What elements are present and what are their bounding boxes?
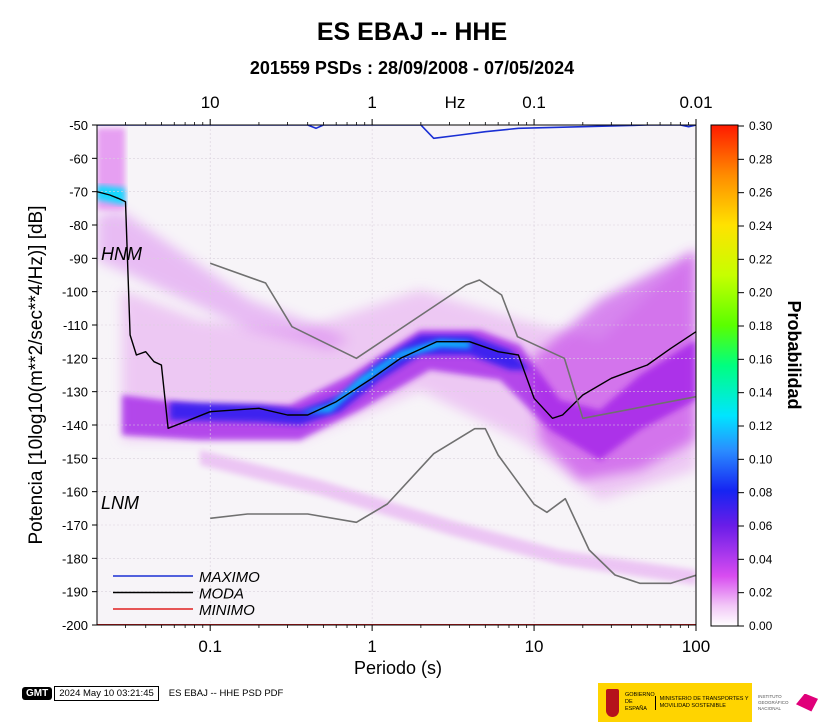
density-lower-arm — [200, 450, 696, 585]
colorbar-label: Probabilidad — [784, 300, 804, 409]
top-axis-unit: Hz — [445, 93, 466, 112]
colorbar-tick-label: 0.28 — [749, 152, 773, 166]
series-line-maximo — [97, 125, 696, 140]
colorbar-tick-label: 0.12 — [749, 419, 773, 433]
colorbar-tick-label: 0.24 — [749, 219, 773, 233]
x-tick-label: 10 — [525, 637, 544, 656]
density-core-blue — [170, 335, 530, 425]
y-tick-label: -60 — [69, 151, 88, 166]
y-tick-label: -160 — [62, 485, 88, 500]
series-layer — [97, 125, 696, 625]
colorbar-tick-label: 0.26 — [749, 186, 773, 200]
colorbar-tick-label: 0.06 — [749, 519, 773, 533]
colorbar-tick-label: 0.04 — [749, 552, 773, 566]
institution-logos: GOBIERNO DE ESPAÑA MINISTERIO DE TRANSPO… — [598, 683, 824, 722]
y-tick-label: -90 — [69, 251, 88, 266]
colorbar-ticks: 0.30 0.28 0.26 0.24 0.22 0.20 0.18 0.16 0.14 0.12… — [738, 119, 773, 633]
plot-frame — [96, 124, 697, 626]
y-tick-label: -80 — [69, 218, 88, 233]
y-tick-label: -70 — [69, 185, 88, 200]
hnm-label: HNM — [101, 244, 142, 264]
colorbar-tick-label: 0.30 — [749, 119, 773, 133]
colorbar — [710, 124, 739, 627]
x-tick-label: 1 — [367, 637, 376, 656]
top-tick-label: 10 — [201, 93, 220, 112]
ign-text: INSTITUTO GEOGRÁFICO NACIONAL — [758, 693, 789, 711]
colorbar-tick-label: 0.00 — [749, 619, 773, 633]
colorbar-tick-label: 0.14 — [749, 386, 773, 400]
coat-of-arms-icon — [606, 688, 619, 717]
y-axis-label: Potencia [10log10(m**2/sec**4/Hz)] [dB] — [26, 205, 47, 544]
axes: -50 -60 -70 -80 -90 -100 -110 -120 -130 -140 -150 -… — [62, 93, 713, 656]
top-tick-label: 1 — [367, 93, 376, 112]
colorbar-tick-label: 0.16 — [749, 352, 773, 366]
gmt-logo: GMT — [22, 686, 53, 700]
series-line-moda — [97, 191, 696, 429]
legend-label: MINIMO — [199, 602, 255, 619]
legend-label: MODA — [199, 586, 244, 603]
top-tick-label: 0.01 — [679, 93, 712, 112]
chart-subtitle: 201559 PSDs : 28/09/2008 - 07/05/2024 — [249, 58, 575, 78]
chart-title: ES EBAJ -- HHE — [316, 18, 508, 46]
y-tick-label: -180 — [62, 551, 88, 566]
colorbar-tick-label: 0.18 — [749, 319, 773, 333]
series-line-lnm — [210, 427, 696, 585]
density-core-violet — [122, 330, 696, 460]
colorbar-tick-label: 0.20 — [749, 286, 773, 300]
y-tick-label: -140 — [62, 418, 88, 433]
ign-mark-icon — [796, 693, 818, 712]
ministerio-text: MINISTERIO DE TRANSPORTES Y MOVILIDAD SO… — [654, 695, 752, 710]
y-tick-label: -200 — [62, 618, 88, 633]
colorbar-tick-label: 0.02 — [749, 586, 773, 600]
y-tick-label: -110 — [63, 318, 88, 333]
timestamp: 2024 May 10 03:21:45 — [54, 685, 159, 701]
series-line-hnm — [209, 262, 696, 420]
ign-logo: INSTITUTO GEOGRÁFICO NACIONAL — [752, 683, 824, 722]
y-tick-label: -150 — [62, 451, 88, 466]
gobierno-text: GOBIERNO DE ESPAÑA — [624, 692, 655, 712]
y-tick-label: -190 — [62, 585, 88, 600]
probability-density — [97, 128, 696, 585]
footer: GMT 2024 May 10 03:21:45 ES EBAJ -- HHE … — [22, 685, 283, 701]
colorbar-tick-label: 0.22 — [749, 252, 773, 266]
y-tick-label: -130 — [62, 385, 88, 400]
colorbar-tick-label: 0.10 — [749, 452, 773, 466]
y-tick-label: -100 — [62, 285, 88, 300]
density-upper-arm — [97, 210, 350, 350]
y-tick-label: -170 — [62, 518, 88, 533]
y-tick-label: -50 — [69, 118, 88, 133]
lnm-label: LNM — [101, 493, 139, 513]
x-axis-label: Periodo (s) — [354, 658, 442, 678]
colorbar-tick-label: 0.08 — [749, 486, 773, 500]
legend-label: MAXIMO — [199, 569, 260, 586]
gobierno-logo: GOBIERNO DE ESPAÑA MINISTERIO DE TRANSPO… — [598, 683, 752, 722]
x-tick-label: 0.1 — [198, 637, 222, 656]
plot-filename: ES EBAJ -- HHE PSD PDF — [168, 687, 284, 699]
top-tick-label: 0.1 — [522, 93, 546, 112]
x-tick-label: 100 — [682, 637, 710, 656]
density-core-ridge — [300, 340, 470, 413]
y-tick-label: -120 — [62, 351, 88, 366]
